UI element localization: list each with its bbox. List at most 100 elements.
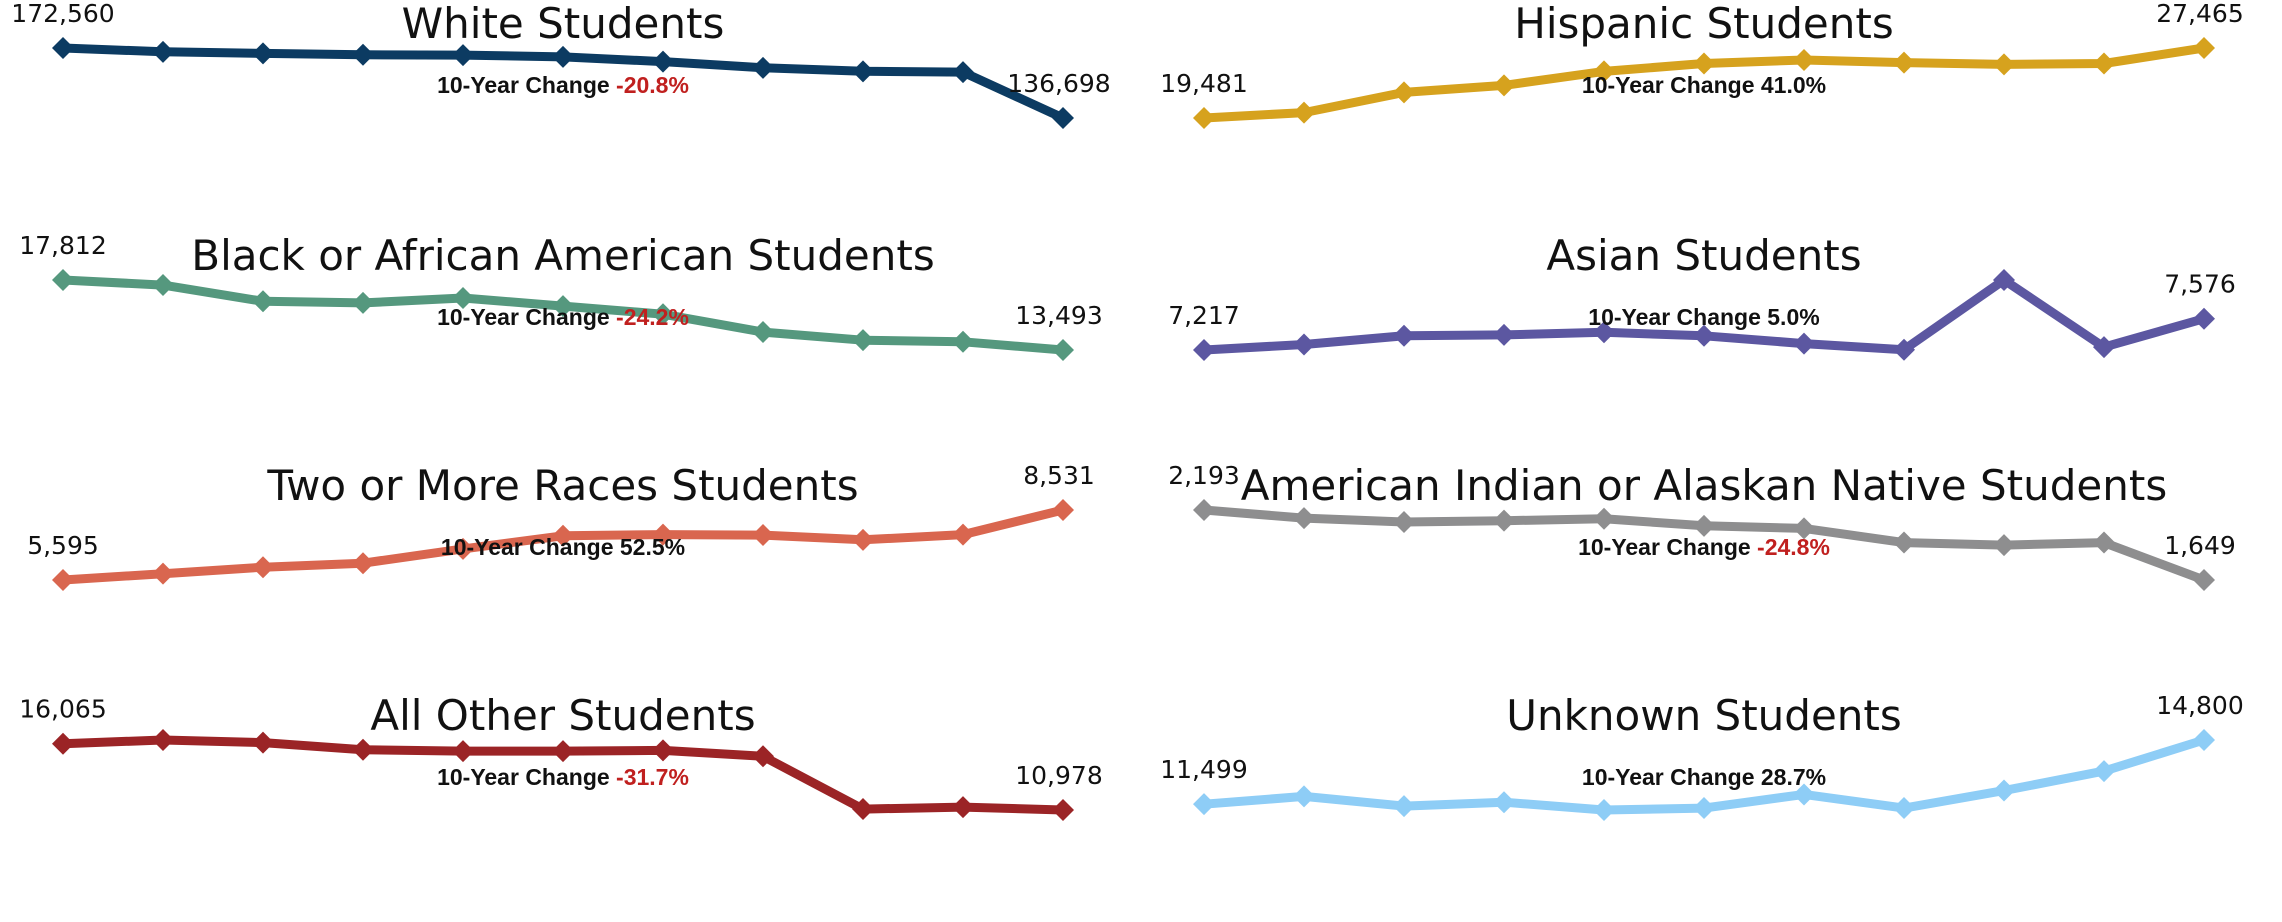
charts-grid: White Students 10-Year Change -20.8% 172,5… [0,0,2282,821]
data-point-marker [1593,507,1615,530]
change-label: 10-Year Change [1578,534,1757,560]
data-point-marker [1993,269,2015,291]
data-point-marker [1193,339,1215,361]
data-point-marker [2093,760,2115,783]
chart-svg: Two or More Races Students 10-Year Change… [27,461,1095,591]
data-point-marker [1393,81,1415,104]
data-point-marker [552,740,574,763]
data-point-marker [752,56,774,79]
chart-panel-asian-students: Asian Students 10-Year Change 5.0% 7,217 7,… [1141,231,2282,462]
change-label: 10-Year Change [1582,764,1761,790]
chart-svg: Unknown Students 10-Year Change 28.7% 11,4… [1160,691,2244,821]
end-value-label: 1,649 [2164,531,2236,560]
data-point-marker [152,40,174,63]
change-label: 10-Year Change [441,534,620,560]
chart-panel-american-indian-or-alaskan-native-students: American Indian or Alaskan Native Studen… [1141,461,2282,692]
data-point-marker [2193,37,2215,59]
data-point-marker [1393,795,1415,818]
data-point-marker [1693,797,1715,820]
data-point-marker [1052,339,1074,361]
data-point-marker [1493,74,1515,97]
data-point-marker [1793,783,1815,806]
change-value: 5.0% [1767,304,1819,330]
end-value-label: 136,698 [1007,69,1110,98]
change-value: -24.2% [616,304,689,330]
data-point-marker [1393,324,1415,347]
start-value-label: 5,595 [27,531,99,560]
data-point-marker [1193,793,1215,816]
data-point-marker [352,43,374,66]
chart-panel-white-students: White Students 10-Year Change -20.8% 172,5… [0,0,1141,230]
data-point-marker [1793,517,1815,540]
chart-title: White Students [402,0,725,48]
data-point-marker [252,42,274,65]
data-point-marker [1893,51,1915,74]
chart-panel-all-other-students: All Other Students 10-Year Change -31.7% 1… [0,691,1141,922]
data-point-marker [1993,534,2015,557]
end-value-label: 8,531 [1023,461,1095,490]
data-point-marker [1693,324,1715,347]
data-point-marker [1493,509,1515,532]
chart-title: Unknown Students [1506,691,1902,740]
start-value-label: 17,812 [19,231,106,260]
start-value-label: 16,065 [19,695,106,724]
chart-title: Two or More Races Students [266,461,858,510]
data-point-marker [752,524,774,547]
chart-svg: Asian Students 10-Year Change 5.0% 7,217 7,… [1168,231,2236,361]
start-value-label: 19,481 [1160,69,1247,98]
data-point-marker [2093,52,2115,75]
data-point-marker [2193,307,2215,330]
end-value-label: 27,465 [2156,0,2243,28]
start-value-label: 2,193 [1168,461,1240,490]
data-point-marker [252,290,274,313]
data-point-marker [452,537,474,560]
chart-title: American Indian or Alaskan Native Studen… [1241,461,2167,510]
data-point-marker [1493,791,1515,814]
data-point-marker [952,330,974,353]
end-value-label: 7,576 [2164,270,2236,299]
data-point-marker [1052,799,1074,821]
data-point-marker [1593,321,1615,344]
chart-title: Black or African American Students [191,231,935,280]
change-value: 52.5% [620,534,685,560]
data-point-marker [52,269,74,291]
chart-svg: Hispanic Students 10-Year Change 41.0% 19,… [1160,0,2244,129]
change-value: -31.7% [616,764,689,790]
ten-year-change: 10-Year Change -31.7% [437,764,689,790]
data-point-marker [1493,323,1515,346]
chart-svg: American Indian or Alaskan Native Studen… [1168,461,2236,591]
change-label: 10-Year Change [1582,72,1761,98]
data-point-marker [552,45,574,68]
end-value-label: 14,800 [2156,691,2243,720]
change-value: 41.0% [1761,72,1826,98]
change-label: 10-Year Change [437,72,616,98]
data-point-marker [352,552,374,575]
data-point-marker [1052,107,1074,129]
data-point-marker [1193,107,1215,129]
data-point-marker [452,740,474,763]
data-point-marker [952,61,974,84]
ten-year-change: 10-Year Change 41.0% [1582,72,1826,98]
data-point-marker [152,274,174,297]
data-point-marker [652,523,674,546]
chart-panel-unknown-students: Unknown Students 10-Year Change 28.7% 11,4… [1141,691,2282,922]
data-point-marker [452,44,474,67]
change-label: 10-Year Change [437,304,616,330]
start-value-label: 7,217 [1168,301,1240,330]
end-value-label: 10,978 [1015,761,1102,790]
ten-year-change: 10-Year Change 52.5% [441,534,685,560]
data-point-marker [352,738,374,761]
data-point-marker [1693,52,1715,75]
data-point-marker [252,556,274,579]
data-point-marker [1893,797,1915,820]
data-point-marker [1393,510,1415,533]
end-value-label: 13,493 [1015,301,1102,330]
data-point-marker [752,321,774,344]
data-point-marker [52,732,74,755]
ten-year-change: 10-Year Change 28.7% [1582,764,1826,790]
data-point-marker [1052,499,1074,521]
ten-year-change: 10-Year Change -24.2% [437,304,689,330]
data-point-marker [1193,499,1215,521]
data-point-marker [1293,507,1315,530]
change-value: -20.8% [616,72,689,98]
